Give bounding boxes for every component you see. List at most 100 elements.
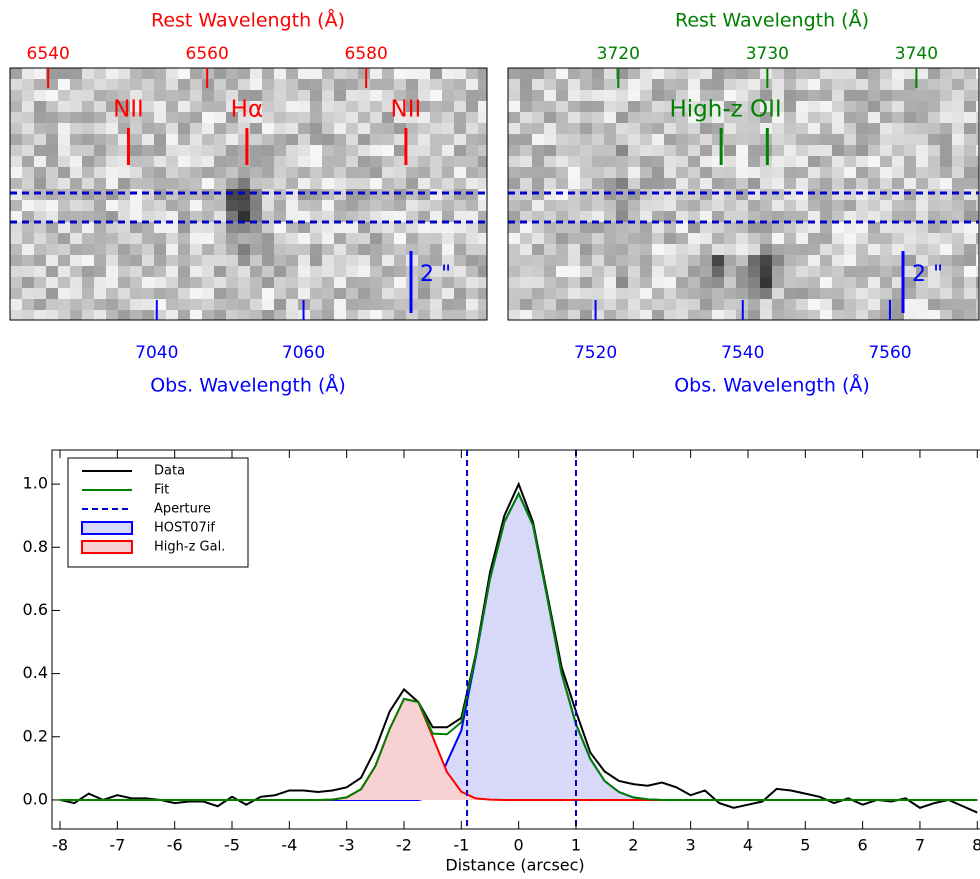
pixel <box>796 266 808 277</box>
pixel <box>238 178 250 189</box>
pixel <box>478 222 487 233</box>
pixel <box>478 112 487 123</box>
pixel <box>556 233 568 244</box>
pixel <box>532 145 544 156</box>
pixel <box>796 288 808 299</box>
pixel <box>880 244 892 255</box>
pixel <box>808 167 820 178</box>
pixel <box>382 211 394 222</box>
pixel <box>214 145 226 156</box>
pixel <box>964 90 976 101</box>
pixel <box>142 68 154 79</box>
pixel <box>298 68 310 79</box>
pixel <box>736 244 748 255</box>
pixel <box>10 255 22 266</box>
pixel <box>310 200 322 211</box>
pixel <box>178 134 190 145</box>
pixel <box>394 266 406 277</box>
pixel <box>118 68 130 79</box>
pixel <box>592 288 604 299</box>
pixel <box>142 123 154 134</box>
pixel <box>544 101 556 112</box>
pixel <box>286 200 298 211</box>
pixel <box>916 222 928 233</box>
pixel <box>868 112 880 123</box>
x-tick-label: -7 <box>109 836 125 855</box>
pixel <box>892 244 904 255</box>
pixel <box>34 266 46 277</box>
pixel <box>520 178 532 189</box>
pixel <box>640 145 652 156</box>
pixel <box>844 79 856 90</box>
pixel <box>832 277 844 288</box>
pixel <box>556 101 568 112</box>
pixel <box>46 211 58 222</box>
pixel <box>688 299 700 310</box>
pixel <box>286 288 298 299</box>
legend-label: HOST07if <box>154 521 215 536</box>
pixel <box>250 101 262 112</box>
pixel <box>748 145 760 156</box>
pixel <box>700 266 712 277</box>
pixel <box>418 200 430 211</box>
pixel <box>616 167 628 178</box>
pixel <box>880 266 892 277</box>
pixel <box>892 167 904 178</box>
pixel <box>46 299 58 310</box>
pixel <box>142 90 154 101</box>
pixel <box>760 79 772 90</box>
pixel <box>466 200 478 211</box>
pixel <box>700 222 712 233</box>
pixel <box>286 112 298 123</box>
pixel <box>430 145 442 156</box>
pixel <box>418 101 430 112</box>
pixel <box>334 112 346 123</box>
pixel <box>916 167 928 178</box>
pixel <box>214 167 226 178</box>
x-tick-label: -6 <box>167 836 183 855</box>
pixel <box>928 299 940 310</box>
x-tick-label: -3 <box>339 836 355 855</box>
pixel <box>544 222 556 233</box>
pixel <box>394 167 406 178</box>
pixel <box>478 134 487 145</box>
pixel <box>604 299 616 310</box>
pixel <box>904 277 916 288</box>
pixel <box>94 178 106 189</box>
pixel <box>70 200 82 211</box>
pixel <box>166 222 178 233</box>
pixel <box>406 145 418 156</box>
pixel <box>556 277 568 288</box>
pixel <box>748 277 760 288</box>
pixel <box>466 134 478 145</box>
pixel <box>616 156 628 167</box>
pixel <box>700 101 712 112</box>
pixel <box>964 310 976 320</box>
pixel <box>154 90 166 101</box>
pixel <box>676 101 688 112</box>
pixel <box>442 255 454 266</box>
pixel <box>22 112 34 123</box>
x-tick-label: 7 <box>915 836 925 855</box>
pixel <box>592 178 604 189</box>
pixel <box>616 134 628 145</box>
pixel <box>964 68 976 79</box>
pixel <box>808 79 820 90</box>
pixel <box>286 145 298 156</box>
pixel <box>856 145 868 156</box>
pixel <box>130 134 142 145</box>
pixel <box>274 145 286 156</box>
pixel <box>46 266 58 277</box>
pixel <box>736 266 748 277</box>
pixel <box>532 222 544 233</box>
pixel <box>10 299 22 310</box>
pixel <box>454 145 466 156</box>
pixel <box>46 200 58 211</box>
pixel <box>478 90 487 101</box>
pixel <box>370 255 382 266</box>
pixel <box>322 134 334 145</box>
pixel <box>712 244 724 255</box>
pixel <box>676 134 688 145</box>
pixel <box>676 167 688 178</box>
pixel <box>784 277 796 288</box>
